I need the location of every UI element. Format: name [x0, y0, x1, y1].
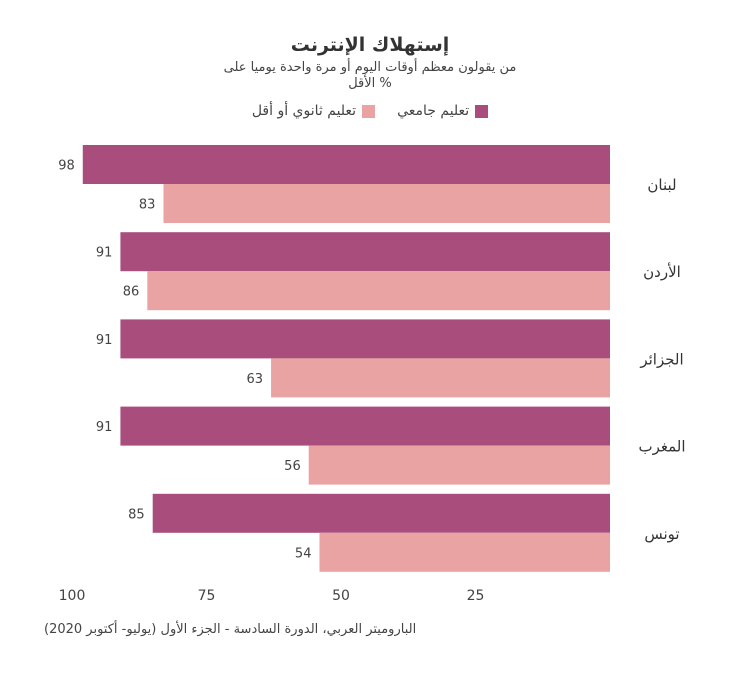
bar-secondary-1 — [147, 271, 610, 311]
data-label-university-4: 85 — [128, 507, 145, 522]
bar-university-3 — [120, 406, 611, 446]
legend-label-university: تعليم جامعي — [397, 103, 470, 119]
data-label-university-1: 91 — [96, 246, 113, 261]
bar-secondary-2 — [271, 358, 610, 398]
data-label-secondary-4: 54 — [295, 546, 312, 561]
data-label-secondary-0: 83 — [139, 198, 156, 213]
data-label-university-2: 91 — [96, 333, 113, 348]
bar-secondary-4 — [319, 532, 610, 572]
legend-swatch-university — [475, 104, 489, 118]
x-tick-label-3: 25 — [467, 588, 485, 604]
legend-label-secondary: تعليم ثانوي أو أقل — [251, 103, 357, 119]
x-tick-label-2: 50 — [332, 588, 350, 604]
category-label-2: الجزائر — [639, 350, 683, 368]
category-label-4: تونس — [644, 525, 679, 543]
x-tick-label-0: 100 — [59, 588, 86, 604]
data-label-secondary-2: 63 — [247, 372, 264, 387]
subtitle-line-2: % الأقل — [348, 76, 392, 91]
subtitle-line-1: من يقولون معظم أوقات اليوم أو مرة واحدة … — [223, 60, 517, 75]
bar-secondary-3 — [308, 445, 610, 485]
source-note: الباروميتر العربي، الدورة السادسة - الجز… — [44, 622, 417, 637]
bar-university-2 — [120, 319, 611, 359]
bar-university-0 — [82, 145, 610, 184]
bar-secondary-0 — [163, 184, 610, 223]
chart-legend: تعليم جامعي تعليم ثانوي أو أقل — [0, 103, 740, 119]
legend-item-secondary: تعليم ثانوي أو أقل — [251, 103, 376, 119]
category-label-1: الأردن — [643, 262, 681, 281]
bar-university-4 — [152, 493, 610, 533]
legend-item-university: تعليم جامعي — [397, 103, 489, 119]
legend-swatch-secondary — [362, 104, 376, 118]
data-label-university-0: 98 — [58, 159, 75, 174]
data-label-secondary-1: 86 — [123, 285, 140, 300]
data-label-university-3: 91 — [96, 420, 113, 435]
chart-title: إستهلاك الإنترنت — [290, 34, 450, 56]
category-label-3: المغرب — [638, 438, 685, 456]
chart-subtitle: من يقولون معظم أوقات اليوم أو مرة واحدة … — [0, 60, 740, 92]
category-label-0: لبنان — [647, 176, 676, 194]
x-tick-label-1: 75 — [198, 588, 216, 604]
bar-university-1 — [120, 232, 611, 272]
data-label-secondary-3: 56 — [284, 459, 301, 474]
